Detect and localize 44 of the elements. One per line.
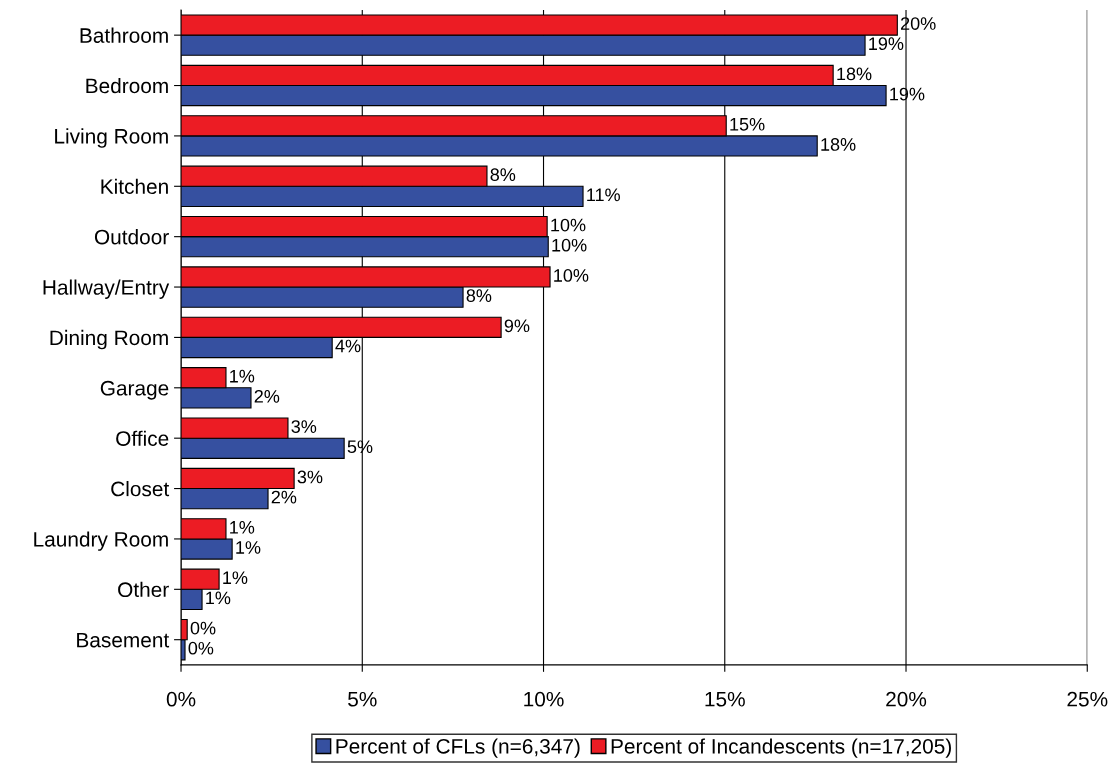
data-label: 19% (869, 37, 904, 51)
y-tick-label: Closet (111, 481, 170, 497)
data-label: 4% (335, 339, 361, 353)
data-label: 11% (587, 188, 620, 202)
data-label: 1% (223, 571, 248, 585)
data-label: 8% (466, 289, 492, 302)
data-label: 2% (271, 490, 297, 504)
y-tick-label: Kitchen (101, 178, 168, 195)
x-tick-label: 15% (705, 691, 745, 707)
y-tick-label: Outdoor (94, 229, 169, 245)
data-label: 1% (206, 591, 231, 605)
x-tick-label: 25% (1067, 691, 1108, 707)
x-tick-label: 0% (166, 691, 196, 707)
x-tick-label: 10% (524, 691, 564, 707)
data-label: 3% (297, 470, 323, 484)
data-label: 15% (730, 117, 765, 131)
data-label: 2% (254, 389, 280, 403)
y-tick-label: Hallway/Entry (43, 279, 170, 299)
legend-label: Percent of CFLs (n=6,347) (336, 738, 580, 758)
data-label: 8% (490, 168, 516, 182)
data-label: 0% (190, 621, 216, 635)
data-label: 1% (236, 541, 261, 554)
data-label: 1% (230, 369, 255, 383)
data-label: 18% (821, 138, 856, 151)
y-tick-label: Garage (100, 380, 169, 400)
y-tick-label: Other (118, 581, 169, 598)
data-label: 18% (837, 67, 872, 81)
y-tick-label: Laundry Room (34, 531, 168, 551)
data-label: 10% (551, 218, 586, 232)
y-tick-label: Bathroom (80, 27, 168, 43)
y-tick-label: Living Room (55, 128, 168, 148)
legend-label: Percent of Incandescents (n=17,205) (611, 738, 951, 758)
y-tick-label: Office (116, 430, 169, 446)
x-tick-label: 5% (348, 691, 377, 707)
data-label: 10% (552, 238, 587, 252)
data-label: 10% (554, 269, 589, 282)
data-label: 1% (230, 521, 255, 534)
data-label: 9% (504, 319, 530, 333)
y-tick-label: Dining Room (50, 329, 168, 350)
x-tick-label: 20% (886, 691, 927, 707)
data-label: 3% (291, 420, 317, 433)
y-tick-label: Bedroom (86, 77, 168, 94)
y-tick-label: Basement (77, 632, 170, 648)
data-label: 0% (188, 641, 214, 655)
